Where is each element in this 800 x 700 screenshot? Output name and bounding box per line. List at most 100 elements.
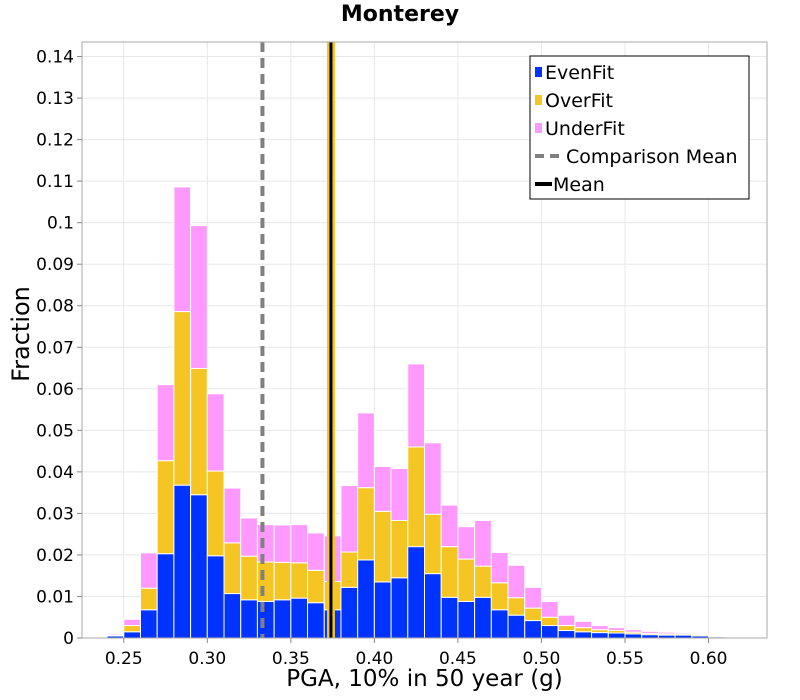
bar-underfit-32	[624, 629, 643, 633]
bar-evenfit-12	[290, 597, 309, 639]
bar-underfit-4	[156, 384, 175, 462]
bar-overfit-10	[256, 561, 275, 602]
y-tick-label-2: 0.02	[36, 546, 74, 566]
bar-underfit-2	[123, 618, 141, 627]
bar-underfit-22	[457, 526, 476, 560]
bar-underfit-37	[708, 634, 726, 637]
bar-underfit-6	[190, 225, 208, 369]
bar-evenfit-9	[240, 599, 258, 639]
y-tick-label-7: 0.07	[36, 338, 74, 358]
y-tick-label-1: 0.01	[36, 587, 74, 607]
bar-overfit-3	[139, 587, 158, 611]
bar-underfit-1	[106, 633, 125, 636]
bar-underfit-5	[173, 186, 192, 313]
bar-evenfit-26	[524, 620, 542, 639]
bar-overfit-9	[240, 555, 258, 601]
y-tick-label-10: 0.1	[47, 214, 74, 234]
bar-underfit-27	[540, 600, 559, 618]
bar-underfit-28	[557, 614, 576, 627]
y-tick-label-14: 0.14	[36, 48, 74, 68]
bar-underfit-3	[139, 552, 158, 589]
y-axis-ticks: 0 0.01 0.02 0.03 0.04 0.05 0.06 0.07 0.08 0.09 0.1…	[36, 48, 82, 649]
x-tick-label-4: 0.45	[439, 649, 477, 669]
bar-overfit-12	[290, 562, 309, 599]
bar-overfit-25	[507, 597, 526, 616]
legend-label-overfit: OverFit	[545, 90, 613, 112]
bar-overfit-8	[223, 542, 242, 595]
bar-evenfit-27	[540, 625, 559, 639]
bar-evenfit-31	[607, 632, 626, 639]
legend-label-underfit: UnderFit	[545, 118, 625, 140]
bar-underfit-33	[641, 630, 659, 634]
bar-evenfit-10	[256, 600, 275, 639]
bar-evenfit-3	[139, 609, 158, 639]
bar-evenfit-7	[206, 555, 225, 639]
bar-evenfit-8	[223, 593, 242, 639]
bar-underfit-35	[674, 632, 693, 635]
bar-underfit-17	[373, 465, 392, 512]
bar-overfit-29	[574, 627, 593, 633]
bar-evenfit-28	[557, 630, 576, 639]
y-tick-label-5: 0.05	[36, 421, 74, 441]
bar-underfit-15	[340, 485, 359, 553]
bar-evenfit-2	[123, 631, 141, 639]
plot-border	[81, 41, 768, 639]
chart-title: Monterey	[340, 2, 460, 27]
bar-evenfit-18	[390, 577, 409, 639]
y-tick-label-9: 0.09	[36, 255, 74, 275]
y-tick-label-4: 0.04	[36, 463, 74, 483]
bar-overfit-18	[390, 519, 409, 579]
bar-underfit-29	[574, 620, 593, 629]
bar-underfit-26	[524, 586, 542, 609]
legend: EvenFit OverFit UnderFit Comparison Mean Mea…	[529, 55, 750, 200]
bar-underfit-11	[273, 524, 292, 563]
stacked-bars	[89, 186, 760, 639]
bar-underfit-16	[357, 412, 375, 489]
legend-swatch-evenfit	[535, 67, 542, 77]
y-tick-label-0: 0	[63, 629, 74, 649]
x-axis-label: PGA, 10% in 50 year (g)	[286, 666, 563, 692]
x-tick-label-7: 0.60	[690, 649, 728, 669]
bar-underfit-25	[507, 564, 526, 599]
bar-evenfit-19	[407, 546, 426, 639]
bar-evenfit-6	[190, 494, 208, 639]
legend-box	[529, 55, 750, 200]
bar-underfit-19	[407, 363, 426, 448]
bar-overfit-26	[524, 607, 542, 622]
x-tick-label-6: 0.55	[606, 649, 644, 669]
legend-swatch-underfit	[535, 123, 542, 133]
bar-overfit-11	[273, 561, 292, 601]
legend-swatch-overfit	[535, 95, 542, 105]
bar-underfit-23	[474, 519, 492, 567]
bar-underfit-8	[223, 487, 242, 544]
x-tick-label-2: 0.35	[272, 649, 310, 669]
bar-underfit-24	[490, 551, 509, 584]
bar-underfit-30	[591, 625, 609, 631]
bar-overfit-4	[156, 460, 175, 555]
y-tick-label-6: 0.06	[36, 380, 74, 400]
bar-evenfit-11	[273, 599, 292, 639]
bar-overfit-16	[357, 487, 375, 561]
bar-underfit-34	[657, 631, 676, 635]
bar-underfit-20	[424, 442, 442, 515]
bar-underfit-9	[240, 517, 258, 557]
legend-label-mean: Mean	[553, 174, 605, 196]
bar-overfit-20	[424, 513, 442, 575]
bar-evenfit-22	[457, 600, 476, 639]
bar-overfit-19	[407, 446, 426, 548]
x-tick-label-3: 0.40	[355, 649, 393, 669]
bar-evenfit-23	[474, 596, 492, 639]
bar-overfit-13	[307, 569, 325, 604]
bar-evenfit-16	[357, 559, 375, 639]
bar-overfit-24	[490, 582, 509, 611]
bar-evenfit-25	[507, 614, 526, 639]
bar-overfit-5	[173, 311, 192, 486]
legend-label-comparison-mean: Comparison Mean	[566, 146, 738, 168]
bar-underfit-21	[440, 504, 459, 548]
x-tick-label-0: 0.25	[105, 649, 143, 669]
bar-underfit-10	[256, 524, 275, 563]
bar-underfit-13	[307, 532, 325, 571]
bar-underfit-7	[206, 393, 225, 472]
bar-overfit-15	[340, 551, 359, 588]
